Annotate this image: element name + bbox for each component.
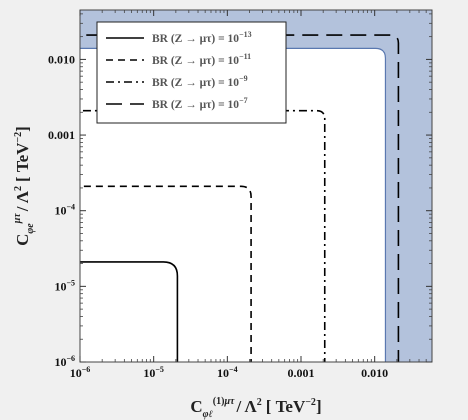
x-title-power: 2 [257, 397, 262, 408]
legend-entries: BR (Z → μτ) = 10−13 BR (Z → μτ) = 10−11 BR… [106, 30, 252, 111]
legend: BR (Z → μτ) = 10−13 BR (Z → μτ) = 10−11 BR… [96, 21, 287, 124]
y-title-unit-close: ] [13, 126, 32, 132]
series-line-1 [80, 261, 179, 362]
series-line-3 [80, 109, 326, 362]
y-axis-title: Cφeμτ/ Λ2 [ TeV−2] [12, 126, 36, 246]
y-title-rest: / Λ [13, 190, 32, 212]
x-title-unit-close: ] [316, 397, 322, 416]
y-title-sub: φe [25, 223, 36, 234]
x-title-sup-flavour: μτ [223, 396, 235, 407]
x-tick-label: 0.001 [288, 366, 315, 380]
x-title-prefix: C [190, 397, 202, 416]
legend-label-4: BR (Z → μτ) = 10−7 [152, 96, 248, 111]
x-title-unit: TeV [276, 397, 306, 416]
x-title-sub: φℓ [203, 409, 213, 420]
series-group [80, 34, 400, 362]
x-title-unit-open: [ [266, 397, 276, 416]
y-tick-label: 10−5 [54, 278, 75, 293]
legend-label-2: BR (Z → μτ) = 10−11 [152, 52, 251, 67]
y-title-power: 2 [13, 186, 24, 191]
y-tick-label: 0.010 [48, 52, 75, 66]
x-tick-label: 10−4 [217, 365, 238, 380]
legend-label-3: BR (Z → μτ) = 10−9 [152, 74, 248, 89]
x-tick-label: 10−5 [143, 365, 164, 380]
series-line-4 [80, 34, 400, 362]
x-tick-label: 0.010 [361, 366, 388, 380]
x-title-sup-index: (1) [213, 396, 225, 407]
series-line-2 [80, 185, 252, 362]
ticks: 10−6 10−5 10−4 0.001 0.010 10−6 10−5 10−4 0.001 0… [48, 10, 433, 380]
y-tick-label: 10−6 [54, 354, 75, 369]
x-title-unit-power: −2 [305, 397, 316, 408]
y-title-unit-open: [ [13, 172, 32, 182]
x-title-rest: / Λ [235, 397, 257, 416]
y-tick-label: 10−4 [54, 203, 75, 218]
y-title-unit: TeV [13, 142, 32, 172]
y-title-unit-power: −2 [13, 132, 24, 143]
x-tick-label: 10−6 [70, 365, 91, 380]
y-tick-label: 0.001 [48, 128, 75, 142]
y-title-sup-flavour: μτ [12, 213, 23, 225]
y-title-prefix: C [13, 234, 32, 246]
legend-label-1: BR (Z → μτ) = 10−13 [152, 30, 252, 45]
legend-box [96, 21, 287, 124]
x-axis-title: Cφℓ(1)μτ / Λ2 [ TeV−2] [190, 396, 321, 420]
plot-frame [79, 9, 433, 363]
